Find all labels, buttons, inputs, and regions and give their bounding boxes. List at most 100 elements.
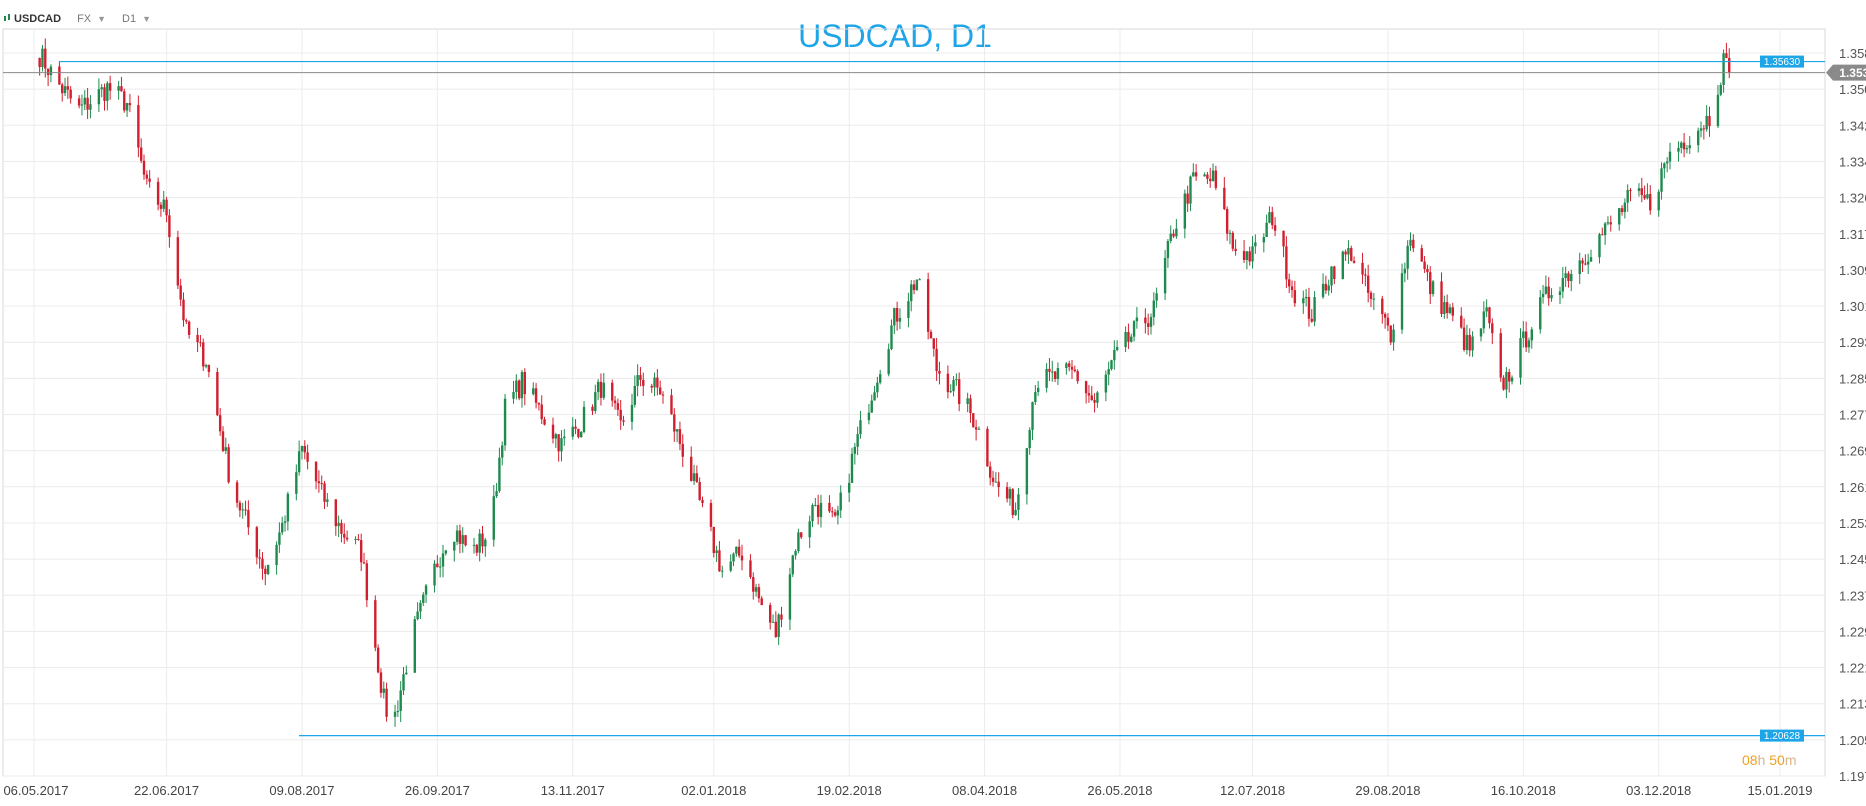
candle-body [836,510,840,516]
candle [594,384,597,414]
candle-body [580,431,583,438]
candle [41,45,44,72]
timeframe-dropdown[interactable]: D1 ▼ [122,13,151,25]
candle [405,665,408,675]
candle [1400,263,1404,334]
candle-body [1065,363,1068,369]
symbol-label[interactable]: USDCAD [14,13,62,25]
candle-body [340,522,343,534]
candle-body [1242,251,1246,260]
candle [636,364,639,397]
candle-body [1586,261,1590,265]
candle-body [258,557,261,559]
candle-body [1313,297,1316,322]
candle [658,380,662,395]
candle [768,602,772,630]
candle [1547,277,1550,306]
candle-body [224,447,228,451]
candle-body [1265,222,1268,238]
y-axis: 1.35821 1.35016 1.34212 1.33407 1.32603 1.317… [1839,46,1866,784]
candle-body [596,381,600,393]
candle-body [523,372,526,395]
candle [1211,163,1215,182]
candle [1369,290,1373,308]
candle-body [1186,193,1189,204]
candle-body [1685,148,1689,150]
candle-body [1115,347,1119,350]
candle-body [1400,273,1404,330]
candle-body [61,84,64,94]
candle-body [1426,268,1429,273]
candle [1104,370,1108,402]
candle [1172,229,1175,238]
candle-body [670,395,673,415]
candle [436,555,439,568]
market-dropdown[interactable]: FX ▼ [77,13,106,25]
candle-body [145,174,149,179]
candle-body [303,445,306,453]
candle [1175,219,1178,239]
candle [1722,49,1725,93]
candle-body [1451,307,1455,316]
candle-body [819,502,823,517]
candle [1510,375,1514,385]
candle [721,565,724,578]
candle-body [142,160,146,175]
candle [974,419,978,441]
candle [819,494,823,528]
candle-body [633,385,637,405]
candle [1313,291,1316,327]
candle [1522,321,1525,348]
candle-body [244,509,247,511]
candle [938,361,941,385]
candle [1228,229,1232,245]
candle [1426,264,1429,282]
candle-body [752,577,755,592]
candle-body [1189,176,1192,204]
candle [800,532,803,540]
candle [1567,271,1570,288]
candle-body [910,284,913,302]
candle [1225,206,1229,241]
candle-body [354,538,357,540]
candle [1107,361,1110,386]
candle [890,319,893,351]
candle-body [1025,448,1029,495]
candle [337,515,340,538]
candle [780,606,783,628]
candle [754,583,758,597]
candle-body [436,563,439,568]
candle-body [1364,274,1367,276]
candle-body [1406,245,1409,269]
candle [1685,144,1689,154]
candle [120,76,123,92]
candle [534,382,538,409]
candle-body [926,279,930,332]
candle-body [320,483,323,485]
candle [1293,280,1297,307]
candle-body [1127,331,1130,342]
y-tick-label: 1.24557 [1839,552,1866,567]
candle [1663,162,1666,179]
candle [695,465,699,484]
candle [1586,253,1590,274]
candle [492,484,495,547]
candle [1431,279,1435,297]
candle [382,681,385,699]
candle-body [735,546,738,554]
candle-body [1152,300,1156,318]
candle [560,430,563,462]
candle [61,82,64,102]
candle [1251,236,1254,269]
candle [949,384,952,393]
candle [1056,362,1060,386]
candle [966,392,969,413]
candle-body [571,426,574,437]
candle [642,372,645,396]
candle-body [1699,128,1703,131]
candle [1285,236,1288,289]
candle [1017,488,1020,521]
candle-body [1564,273,1567,279]
candle-body [1045,368,1048,388]
